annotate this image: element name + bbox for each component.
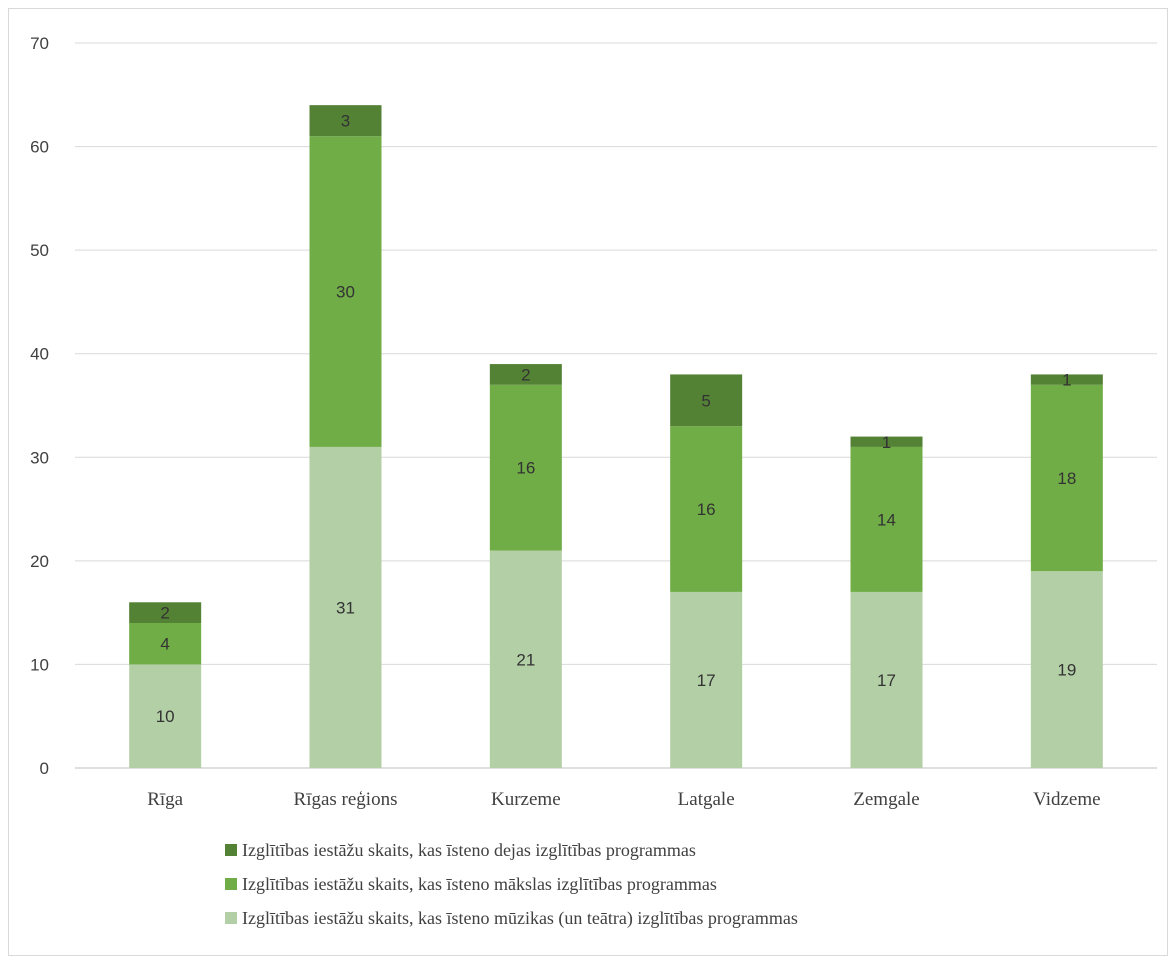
bar-segment [670,374,743,427]
bar-segment [489,384,562,551]
data-label: 2 [160,604,169,623]
bar-segment [850,446,923,592]
bar-segment [850,436,923,447]
y-tick-label: 50 [30,241,49,260]
data-label: 5 [701,391,710,410]
y-tick-label: 60 [30,138,49,157]
bar-segment [489,364,562,385]
data-label: 16 [697,500,716,519]
x-category-label: Rīgas reģions [294,789,398,810]
x-category-label: Latgale [678,789,735,810]
data-label: 19 [1057,661,1076,680]
legend-item: Izglītības iestāžu skaits, kas īsteno mā… [225,873,798,895]
bar-segment [129,623,202,665]
legend-swatch [225,878,237,890]
bar-segment [1030,374,1103,385]
bar-segment [1030,384,1103,572]
data-label: 14 [877,510,896,529]
bar-segment [1030,571,1103,768]
bar-segment [309,446,382,768]
bar-segment [850,591,923,768]
y-tick-label: 70 [30,34,49,53]
y-tick-label: 30 [30,448,49,467]
legend-swatch [225,844,237,856]
data-label: 17 [697,671,716,690]
x-category-label: Rīga [147,789,183,810]
data-label: 1 [1062,371,1071,390]
data-label: 1 [882,433,891,452]
legend-swatch [225,912,237,924]
data-label: 10 [156,707,175,726]
data-label: 17 [877,671,896,690]
x-category-label: Kurzeme [491,789,561,810]
legend-label: Izglītības iestāžu skaits, kas īsteno mū… [242,907,798,928]
bar-segment [670,426,743,592]
data-label: 4 [160,635,169,654]
bar-segment [129,602,202,623]
bar-segment [670,591,743,768]
data-label: 2 [521,365,530,384]
bar-segment [309,105,382,137]
legend-item: Izglītības iestāžu skaits, kas īsteno de… [225,839,798,861]
legend-item: Izglītības iestāžu skaits, kas īsteno mū… [225,907,798,929]
data-label: 31 [336,598,355,617]
data-label: 18 [1057,469,1076,488]
bar-segment [309,136,382,447]
data-labels: 10 4 2 31 30 3 21 16 2 17 16 5 17 14 1 19 18 1 [156,112,1077,727]
y-axis-ticks: 0 10 20 30 40 50 60 70 [30,34,49,778]
bar-segment [129,664,202,768]
bar-segment [489,550,562,768]
x-category-label: Zemgale [853,789,919,810]
x-axis-categories: Rīga Rīgas reģions Kurzeme Latgale Zemgale Vi… [147,789,1100,810]
chart-frame: 0 10 20 30 40 50 60 70 10 4 2 31 30 3 21 16 2 17 16 5 17 14 1… [8,8,1168,956]
legend-label: Izglītības iestāžu skaits, kas īsteno mā… [242,873,717,894]
legend-label: Izglītības iestāžu skaits, kas īsteno de… [242,839,696,860]
legend: Izglītības iestāžu skaits, kas īsteno de… [225,839,798,941]
data-label: 30 [336,283,355,302]
bars [129,105,1103,768]
data-label: 16 [516,459,535,478]
y-tick-label: 20 [30,552,49,571]
gridlines [75,42,1157,769]
y-tick-label: 40 [30,345,49,364]
x-category-label: Vidzeme [1033,789,1100,810]
data-label: 21 [516,650,535,669]
y-tick-label: 10 [30,655,49,674]
y-tick-label: 0 [40,759,49,778]
data-label: 3 [341,112,350,131]
